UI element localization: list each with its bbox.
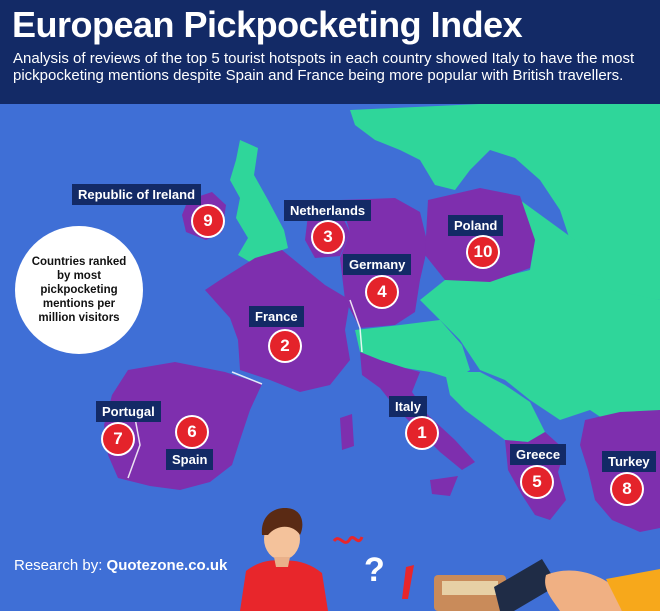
country-label-poland: Poland bbox=[448, 215, 504, 236]
wallet-cash bbox=[442, 581, 498, 595]
rank-marker-netherlands: 3 bbox=[313, 222, 343, 252]
header-banner: European Pickpocketing Index Analysis of… bbox=[0, 0, 660, 104]
sicily-land bbox=[430, 476, 458, 496]
balkans-land bbox=[445, 372, 545, 442]
country-label-ireland: Republic of Ireland bbox=[72, 184, 202, 205]
infographic-subtitle: Analysis of reviews of the top 5 tourist… bbox=[13, 50, 635, 84]
rank-marker-portugal: 7 bbox=[103, 424, 133, 454]
rank-marker-spain: 6 bbox=[177, 417, 207, 447]
country-label-portugal: Portugal bbox=[96, 401, 161, 422]
country-label-germany: Germany bbox=[343, 254, 412, 275]
research-credit: Research by: Quotezone.co.uk bbox=[14, 557, 227, 574]
country-label-spain: Spain bbox=[166, 449, 214, 470]
border-line bbox=[231, 371, 263, 385]
question-mark-icon: ? bbox=[364, 551, 385, 589]
exclamation-mark-icon bbox=[402, 565, 414, 599]
person-neck bbox=[274, 557, 290, 567]
rank-marker-ireland: 9 bbox=[193, 206, 223, 236]
pickpocket-illustration: ? bbox=[240, 508, 660, 611]
country-label-turkey: Turkey bbox=[602, 451, 656, 472]
rank-marker-italy: 1 bbox=[407, 418, 437, 448]
central-europe-land bbox=[355, 320, 470, 380]
legend-text: Countries ranked by most pickpocketing m… bbox=[31, 256, 127, 324]
credit-source: Quotezone.co.uk bbox=[106, 557, 228, 574]
phone-device bbox=[494, 559, 558, 611]
country-label-netherlands: Netherlands bbox=[284, 200, 372, 221]
rank-marker-turkey: 8 bbox=[612, 474, 642, 504]
eastern-europe-land bbox=[420, 200, 660, 430]
rank-marker-france: 2 bbox=[270, 331, 300, 361]
sardinia-land bbox=[340, 414, 354, 450]
legend-circle: Countries ranked by most pickpocketing m… bbox=[15, 226, 143, 354]
border-line bbox=[349, 299, 363, 353]
country-label-italy: Italy bbox=[389, 396, 428, 417]
rank-marker-germany: 4 bbox=[367, 277, 397, 307]
great-britain-land bbox=[230, 140, 288, 262]
thief-sleeve bbox=[606, 569, 660, 611]
rank-marker-greece: 5 bbox=[522, 467, 552, 497]
worry-squiggle bbox=[332, 536, 364, 544]
person-shirt bbox=[240, 560, 328, 611]
country-label-france: France bbox=[249, 306, 304, 327]
country-label-greece: Greece bbox=[510, 444, 567, 465]
person-hair bbox=[261, 508, 303, 535]
credit-prefix: Research by: bbox=[14, 557, 107, 574]
infographic-title: European Pickpocketing Index bbox=[12, 4, 523, 45]
rank-marker-poland: 10 bbox=[468, 237, 498, 267]
thief-hand bbox=[545, 570, 622, 611]
